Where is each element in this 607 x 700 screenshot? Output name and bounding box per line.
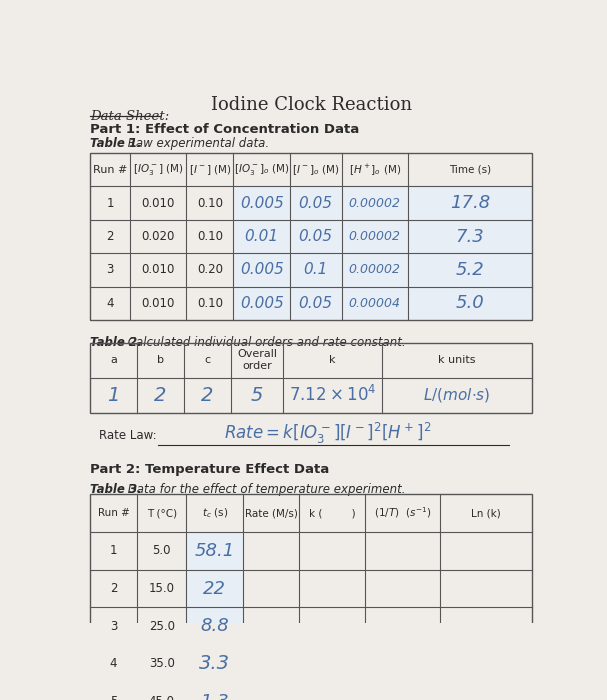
Text: 2: 2 (154, 386, 167, 405)
Text: 0.010: 0.010 (141, 263, 175, 276)
Text: $[I^-]$ (M): $[I^-]$ (M) (189, 163, 231, 176)
Text: 0.05: 0.05 (299, 296, 333, 311)
Bar (186, 570, 243, 608)
Text: Time (s): Time (s) (449, 164, 491, 175)
Bar (90, 494, 532, 700)
Text: 0.10: 0.10 (197, 197, 223, 209)
Text: 3: 3 (106, 263, 114, 276)
Text: 0.010: 0.010 (141, 197, 175, 209)
Text: $(1/T)$  $(s^{-1})$: $(1/T)$ $(s^{-1})$ (375, 505, 432, 520)
Text: $[I^-]_o$ (M): $[I^-]_o$ (M) (292, 163, 339, 176)
Text: $Rate = k[IO_3^-][I^-]^2[H^+]^2$: $Rate = k[IO_3^-][I^-]^2[H^+]^2$ (224, 421, 431, 447)
Text: 0.10: 0.10 (197, 230, 223, 243)
Text: 0.05: 0.05 (299, 229, 333, 244)
Bar (234, 186, 532, 220)
Text: Data for the effect of temperature experiment.: Data for the effect of temperature exper… (124, 484, 406, 496)
Text: b: b (157, 355, 164, 365)
Bar (90, 153, 532, 320)
Text: 2: 2 (202, 386, 214, 405)
Text: 0.20: 0.20 (197, 263, 223, 276)
Text: 0.00002: 0.00002 (348, 263, 401, 276)
Text: Data Sheet:: Data Sheet: (90, 110, 169, 123)
Text: 3: 3 (110, 620, 117, 633)
Text: k units: k units (438, 355, 476, 365)
Text: 5.2: 5.2 (455, 261, 484, 279)
Text: 45.0: 45.0 (149, 695, 175, 700)
Text: c: c (205, 355, 211, 365)
Text: $[IO_3^-]_o$ (M): $[IO_3^-]_o$ (M) (234, 162, 290, 177)
Text: 22: 22 (203, 580, 226, 598)
Text: 0.005: 0.005 (240, 296, 283, 311)
Text: $[IO_3^-]$ (M): $[IO_3^-]$ (M) (133, 162, 183, 177)
Text: k: k (329, 355, 336, 365)
Text: Table 3.: Table 3. (90, 484, 141, 496)
Text: 0.010: 0.010 (141, 297, 175, 310)
Text: 3.3: 3.3 (199, 654, 230, 673)
Text: Iodine Clock Reaction: Iodine Clock Reaction (211, 97, 412, 114)
Text: 17.8: 17.8 (450, 194, 490, 212)
Text: 7.3: 7.3 (455, 228, 484, 246)
Text: a: a (110, 355, 117, 365)
Text: Table 1.: Table 1. (90, 137, 141, 150)
Bar (186, 532, 243, 570)
Text: Overall
order: Overall order (237, 349, 277, 371)
Text: Calculated individual orders and rate constant.: Calculated individual orders and rate co… (124, 336, 406, 349)
Text: k (         ): k ( ) (309, 508, 356, 518)
Text: T (°C): T (°C) (147, 508, 177, 518)
Text: Rate (M/s): Rate (M/s) (245, 508, 297, 518)
Text: 8.8: 8.8 (200, 617, 229, 635)
Bar (90, 343, 532, 413)
Text: 2: 2 (110, 582, 117, 595)
Text: 5: 5 (251, 386, 263, 405)
Text: 5: 5 (110, 695, 117, 700)
Bar (234, 220, 532, 253)
Bar (186, 645, 243, 682)
Text: $7.12\times10^4$: $7.12\times10^4$ (288, 385, 376, 405)
Text: 4: 4 (110, 657, 117, 671)
Text: 0.005: 0.005 (240, 195, 283, 211)
Text: 1: 1 (107, 386, 120, 405)
Text: 0.1: 0.1 (304, 262, 328, 277)
Bar (234, 287, 532, 320)
Text: Table 2.: Table 2. (90, 336, 141, 349)
Text: 5.0: 5.0 (152, 545, 171, 557)
Text: 1: 1 (106, 197, 114, 209)
Text: Run #: Run # (98, 508, 129, 518)
Bar (234, 253, 532, 287)
Text: 2: 2 (106, 230, 114, 243)
Text: Raw experimental data.: Raw experimental data. (124, 137, 270, 150)
Text: 0.020: 0.020 (141, 230, 175, 243)
Text: 15.0: 15.0 (149, 582, 175, 595)
Text: Run #: Run # (93, 164, 127, 175)
Text: 0.005: 0.005 (240, 262, 283, 277)
Text: 0.00002: 0.00002 (348, 230, 401, 243)
Text: 0.05: 0.05 (299, 195, 333, 211)
Text: Part 1: Effect of Concentration Data: Part 1: Effect of Concentration Data (90, 123, 359, 136)
Text: 1.3: 1.3 (200, 693, 229, 700)
Bar (186, 608, 243, 645)
Text: 0.01: 0.01 (245, 229, 279, 244)
Text: Part 2: Temperature Effect Data: Part 2: Temperature Effect Data (90, 463, 329, 477)
Text: 58.1: 58.1 (194, 542, 235, 560)
Text: 0.00004: 0.00004 (348, 297, 401, 310)
Bar (186, 682, 243, 700)
Text: 1: 1 (110, 545, 117, 557)
Text: 4: 4 (106, 297, 114, 310)
Text: $[H^+]_o$ (M): $[H^+]_o$ (M) (348, 162, 401, 177)
Text: 0.10: 0.10 (197, 297, 223, 310)
Text: Rate Law:: Rate Law: (100, 429, 157, 442)
Text: $L/(mol{\cdot}s)$: $L/(mol{\cdot}s)$ (423, 386, 490, 405)
Text: 5.0: 5.0 (455, 295, 484, 312)
Text: $t_c$ (s): $t_c$ (s) (202, 506, 228, 520)
Text: 25.0: 25.0 (149, 620, 175, 633)
Text: 35.0: 35.0 (149, 657, 175, 671)
Text: 0.00002: 0.00002 (348, 197, 401, 209)
Text: Ln (k): Ln (k) (472, 508, 501, 518)
